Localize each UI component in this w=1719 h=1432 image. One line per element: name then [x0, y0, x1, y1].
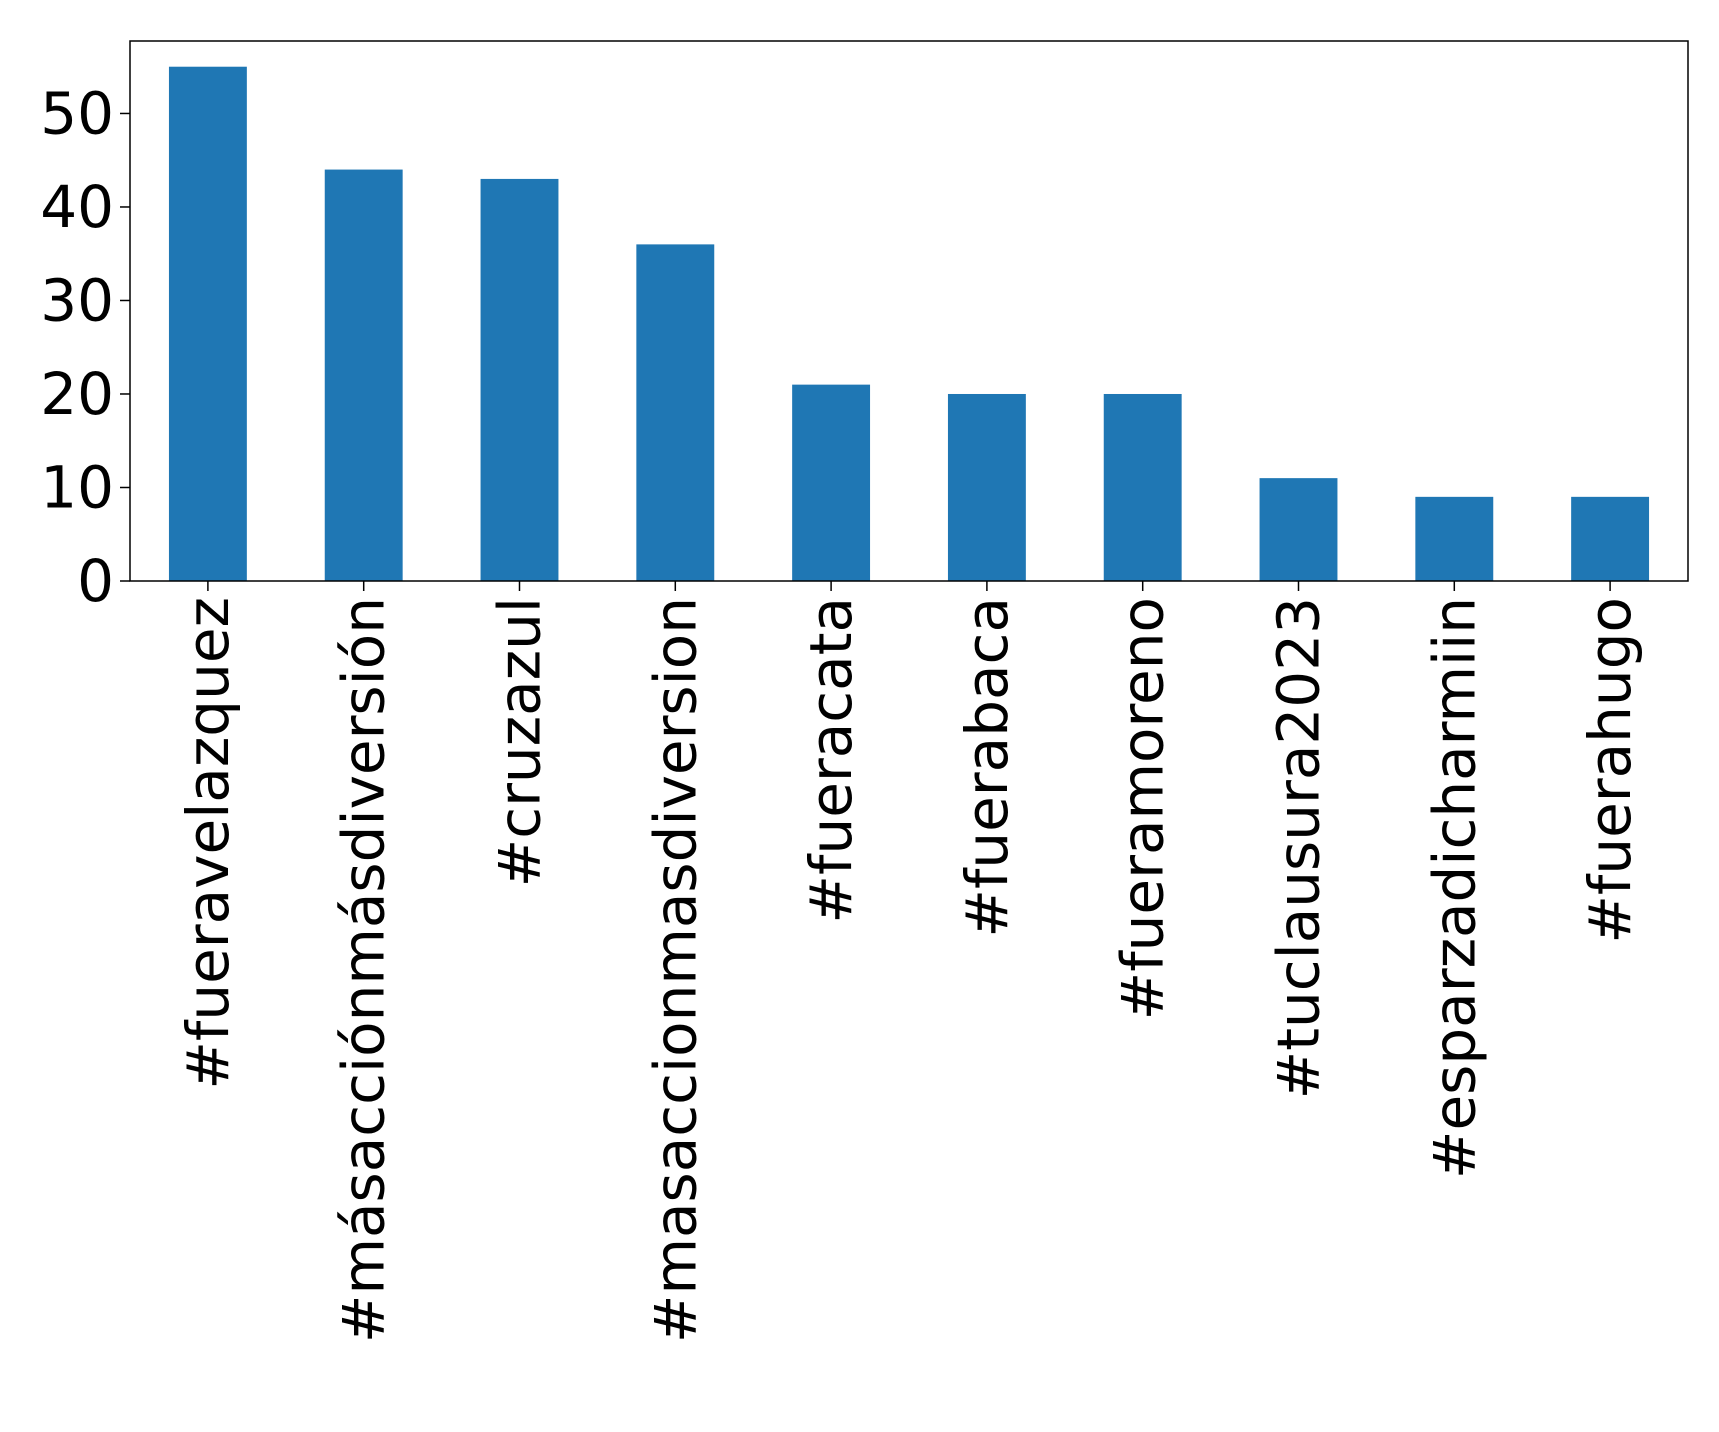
x-tick-label-4: #fueracata — [797, 597, 865, 924]
bar-6 — [1103, 393, 1182, 581]
bar-5 — [947, 393, 1026, 581]
plot-frame — [129, 40, 1689, 582]
bars-group — [168, 66, 1650, 582]
y-tick-label-5: 50 — [40, 79, 114, 147]
bar-9 — [1571, 496, 1650, 581]
bar-3 — [636, 244, 715, 581]
x-tick-label-6: #fueramoreno — [1109, 597, 1177, 1020]
x-tick-label-8: #esparzadicharmiin — [1420, 597, 1488, 1179]
x-tick-label-5: #fuerabaca — [953, 597, 1021, 938]
x-tick-label-7: #tuclausura2023 — [1265, 597, 1333, 1099]
bar-4 — [792, 384, 871, 581]
x-tick-label-1: #másacciónmásdiversión — [330, 597, 398, 1343]
x-tick-label-0: #fueravelazquez — [174, 597, 242, 1090]
x-tick-label-2: #cruzazul — [486, 597, 554, 887]
y-tick-label-3: 30 — [40, 266, 114, 334]
bar-0 — [168, 66, 247, 581]
bar-2 — [480, 178, 559, 582]
bar-7 — [1259, 478, 1338, 581]
y-tick-label-4: 40 — [40, 173, 114, 241]
x-axis: #fueravelazquez #másacciónmásdiversión #cr… — [174, 581, 1644, 1343]
y-tick-label-2: 20 — [40, 360, 114, 428]
y-tick-label-0: 0 — [77, 547, 114, 615]
bar-1 — [324, 169, 403, 582]
x-tick-label-9: #fuerahugo — [1576, 597, 1644, 944]
y-tick-label-1: 10 — [40, 453, 114, 521]
x-tick-label-3: #masaccionmasdiversion — [641, 597, 709, 1343]
bar-8 — [1415, 496, 1494, 581]
y-axis: 0 10 20 30 40 50 — [40, 79, 130, 615]
